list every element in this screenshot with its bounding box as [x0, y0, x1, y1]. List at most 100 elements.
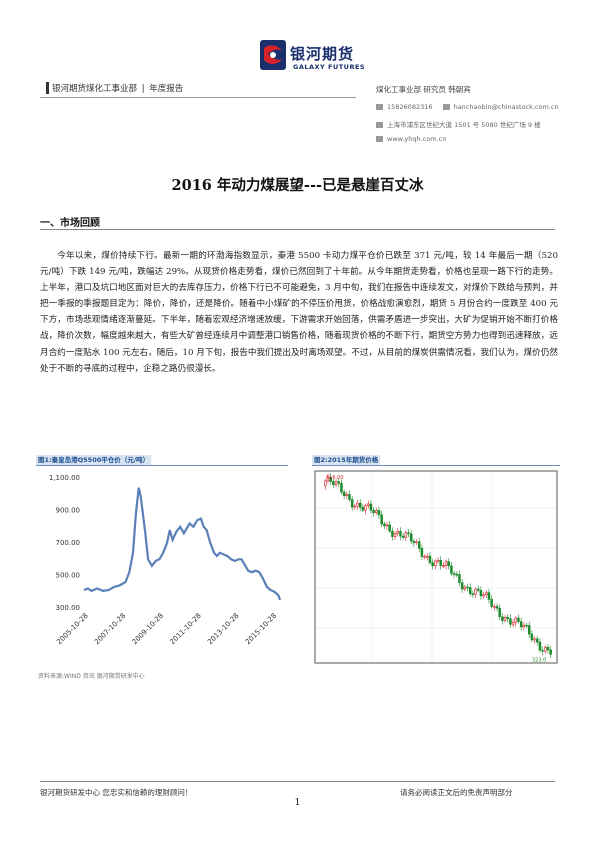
candle-body: [522, 624, 526, 628]
candle-body: [391, 530, 394, 537]
candle-body: [415, 541, 418, 544]
candle-body: [428, 555, 432, 563]
candle-body: [375, 510, 378, 514]
y-tick-label: 900.00: [56, 507, 81, 515]
candle-body: [353, 505, 357, 508]
candle-body: [380, 514, 383, 525]
candle-body: [409, 533, 413, 542]
candle-body: [452, 573, 456, 575]
low-annotation: 323.0: [532, 657, 546, 663]
logo-english-name: GALAXY FUTURES: [293, 63, 366, 71]
candle-body: [385, 524, 389, 527]
candle-body: [460, 582, 464, 590]
section-heading: 一、市场回顾: [40, 218, 100, 229]
phone-icon: [376, 104, 383, 110]
paragraph-text: 今年以来，煤价持续下行。最新一期的环渤海指数显示，秦港 5500 卡动力煤平仓价…: [40, 251, 558, 374]
candle-body: [444, 561, 448, 566]
x-tick-label: 2009-10-28: [131, 612, 165, 646]
website-icon: [376, 136, 383, 142]
candle-body: [536, 638, 539, 643]
candle-body: [342, 491, 346, 496]
address-text: 上海市浦东区世纪大道 1501 号 5080 世纪广场 9 楼: [387, 121, 541, 129]
candle-body: [434, 560, 437, 567]
figure2-rule: [312, 465, 560, 466]
candle-body: [324, 480, 327, 486]
candle-body: [426, 555, 429, 558]
footer-divider: [40, 781, 555, 782]
candle-body: [509, 618, 512, 625]
candle-body: [436, 560, 440, 562]
galaxy-logo-icon: [260, 40, 286, 70]
candle-body: [517, 617, 520, 622]
email-address: hanchaobin@chinastock.com.cn: [453, 103, 559, 111]
contact-website-row: www.yhqh.com.cn: [376, 135, 446, 143]
contact-address-row: 上海市浦东区世纪大道 1501 号 5080 世纪广场 9 楼: [376, 119, 541, 129]
figure1-chart: 300.00 500.00 700.00 900.00 1,100.00 2005-10…: [49, 474, 282, 646]
candle-body: [487, 592, 491, 600]
candle-body: [340, 483, 343, 493]
candle-body: [495, 605, 499, 609]
y-tick-label: 300.00: [56, 604, 81, 612]
candle-body: [544, 646, 547, 652]
candle-body: [361, 506, 365, 511]
candle-body: [455, 573, 459, 576]
candle-body: [356, 502, 359, 507]
candle-body: [503, 616, 507, 621]
candle-body: [364, 505, 367, 511]
candle-body: [533, 638, 536, 641]
body-paragraph: 今年以来，煤价持续下行。最新一期的环渤海指数显示，秦港 5500 卡动力煤平仓价…: [40, 248, 558, 377]
candle-body: [463, 586, 467, 590]
candle-body: [407, 532, 410, 535]
candle-body: [334, 481, 338, 486]
contact-phone-row: 15826082316 hanchaobin@chinastock.com.cn: [376, 103, 559, 111]
candle-body: [377, 510, 381, 516]
header-divider: [40, 97, 356, 98]
phone-number: 15826082316: [387, 103, 433, 111]
website-link[interactable]: www.yhqh.com.cn: [387, 135, 447, 143]
candle-body: [541, 649, 544, 652]
candle-body: [447, 561, 450, 567]
figure2-chart: 616.00 323.0: [314, 470, 558, 664]
footer-disclaimer: 请务必阅读正文后的免责声明部分: [400, 788, 513, 797]
candle-body: [471, 593, 475, 596]
address-icon: [376, 122, 383, 128]
candle-body: [326, 476, 330, 482]
candle-body: [501, 616, 504, 621]
footer-slogan: 银河期货研发中心 您忠实和信赖的理财顾问！: [40, 788, 193, 797]
y-tick-label: 700.00: [56, 539, 81, 547]
candle-body: [383, 523, 386, 527]
candle-body: [476, 588, 480, 591]
report-type: 年度报告: [149, 84, 184, 94]
series-line: [83, 487, 282, 601]
candle-body: [337, 481, 340, 484]
candle-body: [412, 540, 416, 544]
candle-body: [468, 587, 472, 595]
candle-body: [506, 616, 509, 620]
candle-body: [332, 481, 335, 486]
candle-body: [329, 476, 332, 482]
author-line: 煤化工事业部 研究员 韩朝宾: [376, 85, 471, 94]
candle-body: [393, 533, 397, 537]
candle-body: [525, 624, 528, 627]
figure1-title: 图1:秦皇岛港Q5500平仓价（元/吨）: [36, 455, 152, 465]
candle-body: [514, 617, 518, 623]
x-tick-label: 2007-10-28: [93, 612, 127, 646]
candle-body: [458, 574, 461, 583]
high-annotation: 616.00: [326, 475, 344, 481]
candle-body: [369, 503, 373, 511]
x-tick-label: 2011-10-28: [168, 612, 202, 646]
y-tick-label: 500.00: [56, 572, 81, 580]
report-title: 2016 年动力煤展望---已是悬崖百丈冰: [171, 177, 424, 194]
page-number: 1: [294, 798, 301, 808]
candle-body: [442, 565, 445, 567]
logo-chinese-name: 银河期货: [290, 45, 355, 63]
candle-body: [401, 535, 405, 538]
candle-body: [538, 641, 542, 651]
candle-body: [511, 622, 515, 625]
candle-body: [546, 646, 550, 651]
candle-body: [423, 556, 426, 558]
email-icon: [442, 104, 450, 110]
department-label: 银河期货煤化工事业部 | 年度报告: [46, 82, 183, 94]
candle-body: [493, 605, 496, 608]
candle-body: [498, 607, 501, 618]
